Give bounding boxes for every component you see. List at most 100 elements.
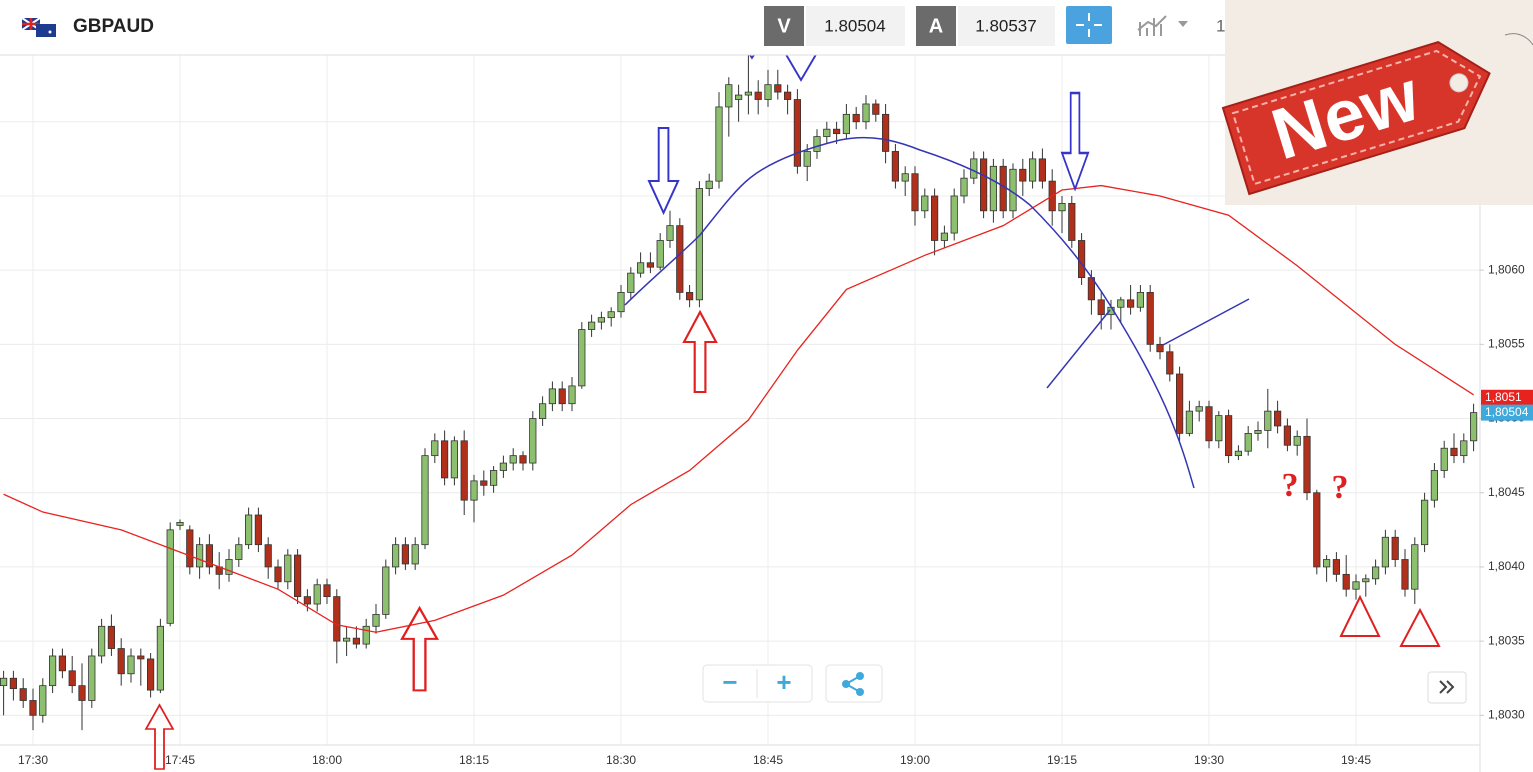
candle-body xyxy=(970,158,978,179)
candle-body xyxy=(440,440,449,479)
candle-body xyxy=(431,440,439,457)
candle-body xyxy=(1372,566,1380,580)
candle-body xyxy=(1176,373,1184,434)
candle-body xyxy=(470,480,478,501)
candle-body xyxy=(68,670,76,687)
moving-average xyxy=(3,184,1474,633)
candle-body xyxy=(1342,573,1350,590)
candle-body xyxy=(980,158,988,212)
candle-body xyxy=(1411,544,1419,590)
candle-body xyxy=(1068,202,1076,241)
x-tick-label: 18:00 xyxy=(312,753,342,767)
x-tick-label: 19:45 xyxy=(1341,753,1371,767)
candle-body xyxy=(637,262,645,274)
candle-body xyxy=(548,388,557,405)
x-tick-label: 17:45 xyxy=(165,753,195,767)
candle-body xyxy=(999,165,1007,212)
candle-body xyxy=(1146,292,1154,345)
candle-body xyxy=(98,625,106,657)
share-button[interactable] xyxy=(825,664,883,703)
candle-body xyxy=(568,385,576,405)
candle-body xyxy=(117,648,125,675)
candle-body xyxy=(774,84,782,93)
candle-body xyxy=(1470,412,1478,442)
trend-curve xyxy=(624,136,1195,489)
candle-body xyxy=(676,225,684,293)
triangle-marker xyxy=(1399,607,1441,647)
candle-body xyxy=(176,522,184,526)
candle-body xyxy=(705,180,713,189)
crosshair-button[interactable] xyxy=(1066,6,1112,44)
zoom-out-button[interactable]: − xyxy=(722,667,737,697)
down-arrow xyxy=(647,126,680,214)
candle-body xyxy=(382,566,390,615)
down-arrow xyxy=(1060,91,1090,191)
candle-body xyxy=(872,103,880,115)
candle-body xyxy=(391,544,400,568)
candle-body xyxy=(784,91,792,100)
candle-body xyxy=(1244,432,1252,452)
candle-body xyxy=(597,317,606,323)
x-tick-label: 18:30 xyxy=(606,753,636,767)
crosshair-icon xyxy=(1076,13,1102,37)
candle-body xyxy=(78,685,86,701)
candle-body xyxy=(891,151,900,182)
scroll-right-button[interactable] xyxy=(1427,671,1467,704)
candle-body xyxy=(460,440,468,501)
question-mark: ? xyxy=(1332,469,1349,506)
candle-body xyxy=(372,614,380,627)
chart-type-button[interactable] xyxy=(1137,15,1188,36)
candle-body xyxy=(1185,410,1193,434)
candle-body xyxy=(1421,499,1429,546)
candle-body xyxy=(1264,410,1272,431)
zoom-in-button[interactable]: + xyxy=(776,667,791,697)
candle-body xyxy=(205,544,213,568)
candle-body xyxy=(1381,536,1389,568)
candle-body xyxy=(764,84,772,100)
timeframe[interactable]: 1 xyxy=(1216,16,1225,35)
chart-type-icon xyxy=(1137,15,1167,36)
candle-body xyxy=(529,418,537,464)
x-tick-label: 19:15 xyxy=(1047,753,1077,767)
symbol: GBPAUD xyxy=(73,16,154,37)
candle-body xyxy=(940,232,949,241)
candle-body xyxy=(754,91,762,100)
x-tick-label: 19:30 xyxy=(1194,753,1224,767)
candle-body xyxy=(627,272,635,293)
candle-body xyxy=(499,462,508,471)
candle-body xyxy=(793,99,802,167)
candle-body xyxy=(852,113,860,123)
up-arrow xyxy=(682,310,718,394)
candle-body xyxy=(195,544,204,568)
ask-box xyxy=(958,6,1055,46)
candle-body xyxy=(1234,450,1242,457)
plot-area xyxy=(0,55,1478,731)
candle-body xyxy=(1313,492,1321,568)
candle-body xyxy=(39,685,47,716)
candle-body xyxy=(1058,202,1066,212)
candle-body xyxy=(333,596,341,642)
bid-price: 1.80504 xyxy=(824,16,885,35)
candle-body xyxy=(1352,581,1360,590)
candle-body xyxy=(362,625,370,645)
candle-body xyxy=(607,311,615,319)
candle-body xyxy=(1078,240,1086,278)
candle-body xyxy=(146,658,155,691)
candle-body xyxy=(823,128,831,138)
candle-body xyxy=(313,584,321,605)
candle-body xyxy=(284,554,292,583)
y-tick-label: 1,8030 xyxy=(1488,707,1525,721)
candle-body xyxy=(1195,406,1203,412)
trend-line xyxy=(1162,298,1250,346)
y-tick-label: 1,8035 xyxy=(1488,633,1525,647)
x-tick-label: 19:00 xyxy=(900,753,930,767)
candle-body xyxy=(578,329,586,387)
candle-body xyxy=(735,94,743,100)
candle-body xyxy=(274,566,282,583)
flag-au xyxy=(36,24,56,37)
candle-body xyxy=(137,655,145,660)
candle-body xyxy=(901,173,909,182)
candle-body xyxy=(156,625,164,691)
